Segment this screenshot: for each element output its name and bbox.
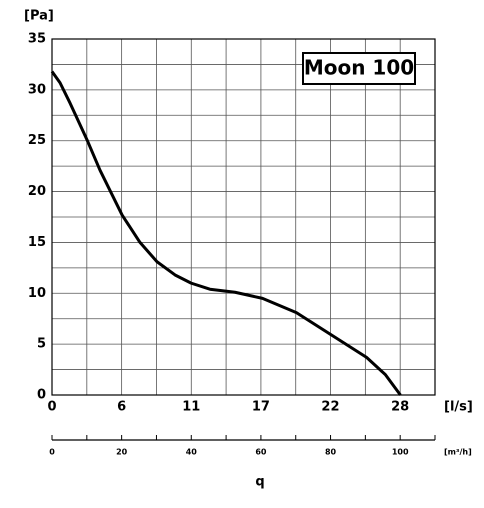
plot-frame xyxy=(51,38,436,396)
x-tick-label: 11 xyxy=(182,400,200,415)
y-tick-label: 25 xyxy=(28,133,46,148)
x2-tick-label: 60 xyxy=(255,448,267,457)
annotation: Moon 100 xyxy=(304,56,414,80)
curve xyxy=(50,70,402,396)
x2-tick-label: 100 xyxy=(392,448,409,457)
x2-tick-label: 20 xyxy=(116,448,128,457)
x-tick-label: 22 xyxy=(321,400,339,415)
y-tick-label: 20 xyxy=(28,184,46,199)
x-tick-label: 6 xyxy=(117,400,126,415)
x-tick-label: 17 xyxy=(252,400,270,415)
y-tick-label: 10 xyxy=(28,286,46,301)
bottom-label: q xyxy=(255,475,264,490)
y-tick-label: 15 xyxy=(28,235,46,250)
y-tick-label: 35 xyxy=(28,32,46,47)
x2-tick-label: 40 xyxy=(186,448,198,457)
x2-tick-label: 80 xyxy=(325,448,337,457)
y-tick-label: 0 xyxy=(37,388,46,403)
x2-axis-label: [m³/h] xyxy=(444,448,472,457)
y-tick-label: 5 xyxy=(37,337,46,352)
y-axis-label: [Pa] xyxy=(24,9,54,24)
y-tick-label: 30 xyxy=(28,82,46,97)
x2-tick-label: 0 xyxy=(49,448,55,457)
annotation-box xyxy=(302,52,416,85)
x-tick-label: 28 xyxy=(391,400,409,415)
x-axis-label: [l/s] xyxy=(444,400,473,415)
x-tick-label: 0 xyxy=(47,400,56,415)
